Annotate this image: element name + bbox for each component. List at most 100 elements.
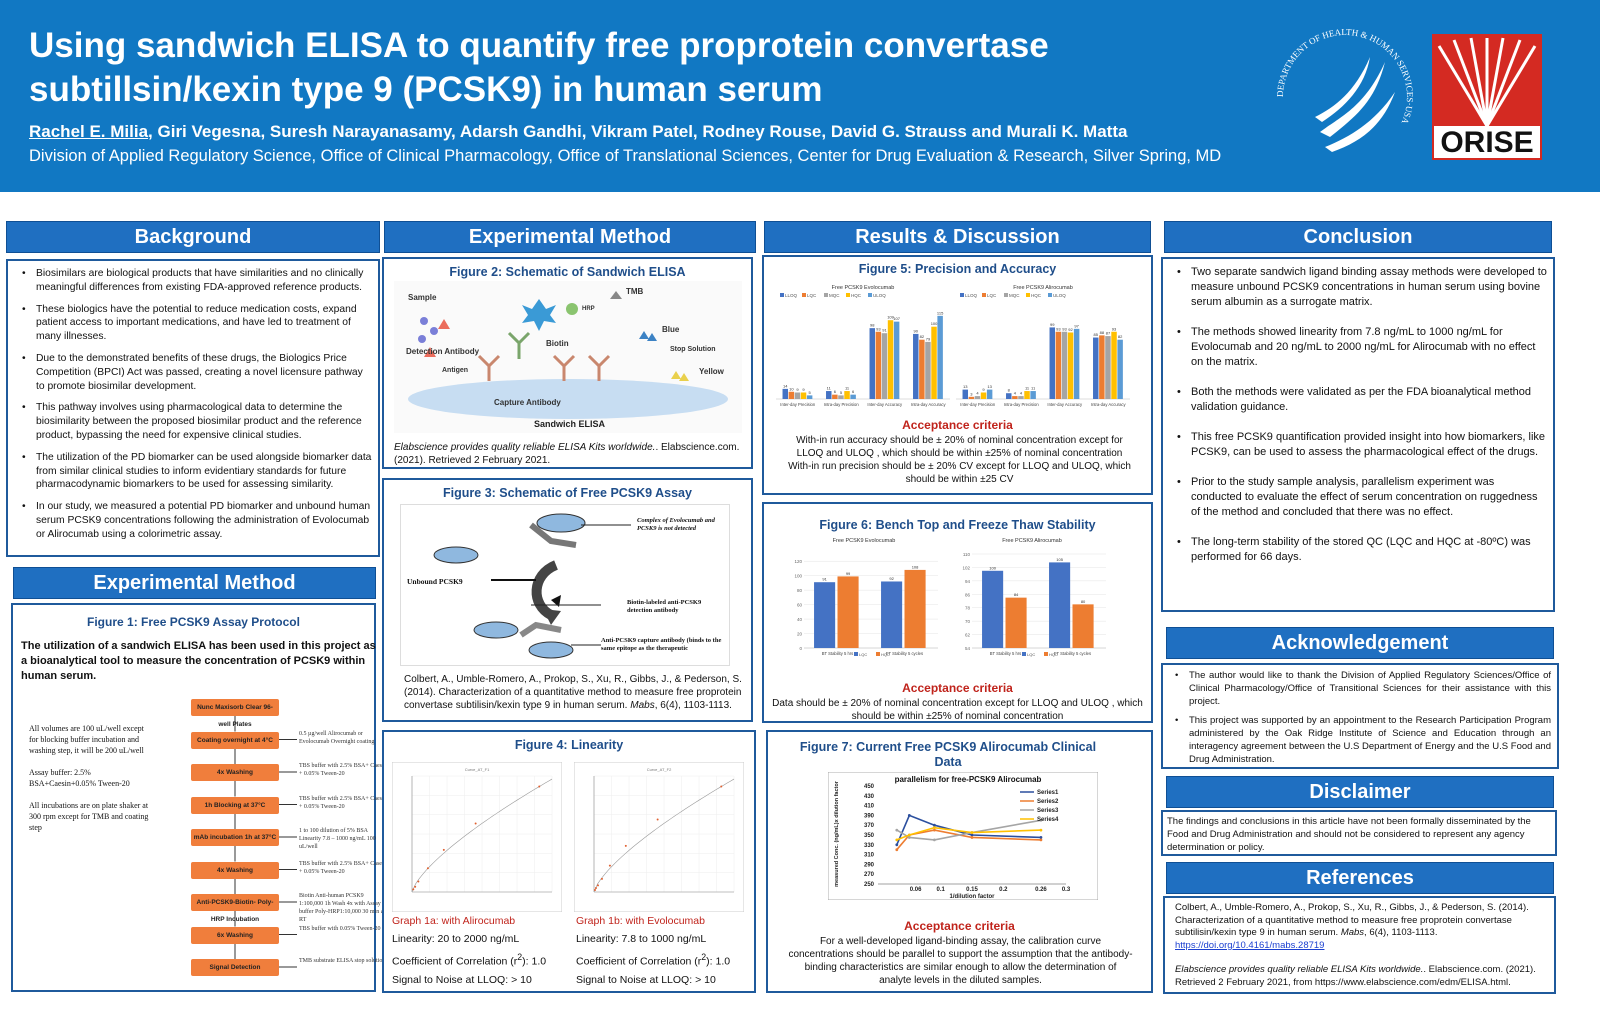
tick-label: 110 <box>963 552 971 557</box>
acknowledgement-heading: Acknowledgement <box>1166 627 1554 659</box>
data-label: 14 <box>783 383 788 388</box>
data-point <box>933 828 936 832</box>
bar <box>1067 332 1074 399</box>
legend-label: LLOQ <box>965 293 978 298</box>
legend-label: LLOQ <box>785 293 798 298</box>
label-hrp: HRP <box>582 306 595 312</box>
chart-frame <box>574 762 744 912</box>
ref1-pre: Colbert, A., Umble-Romero, A., Prokop, S… <box>1175 902 1529 938</box>
data-point <box>608 864 611 867</box>
figure5-criteria-text: With-in run accuracy should be ± 20% of … <box>782 434 1137 486</box>
precision-accuracy-evolocumab-chart: Free PCSK9 Evolocumab LLOQ LQC MQC HQC ULOQ 14… <box>776 285 950 407</box>
bar <box>887 320 894 399</box>
conclusion-item: This free PCSK9 quantification provided … <box>1167 430 1547 460</box>
orise-logo: ORISE <box>1432 34 1542 160</box>
category-label: Intra-day Precision <box>1004 402 1040 407</box>
data-label: 11 <box>827 386 832 391</box>
figure7-criteria-title: Acceptance criteria <box>904 919 1015 933</box>
legend-swatch <box>1004 293 1008 297</box>
protocol-note: All volumes are 100 uL/well except for b… <box>29 724 144 755</box>
data-label: 79 <box>926 336 931 341</box>
figure4-title: Figure 4: Linearity <box>514 738 624 752</box>
data-label: 93 <box>1112 326 1117 331</box>
ref1-doi-link[interactable]: https://doi.org/10.4161/mabs.28719 <box>1175 939 1325 951</box>
data-point <box>907 836 911 839</box>
data-label: 10 <box>789 386 794 391</box>
graph1b-linearity: Linearity: 7.8 to 1000 ng/mL <box>576 933 707 945</box>
data-label: 99 <box>846 571 851 576</box>
bar <box>986 389 993 399</box>
r2-post: ): 1.0 <box>706 955 731 968</box>
data-label: 9 <box>802 387 805 392</box>
graph1a-linearity: Linearity: 20 to 2000 ng/mL <box>392 933 520 945</box>
conclusion-item: The long-term stability of the stored QC… <box>1167 535 1547 565</box>
data-label: 92 <box>1068 327 1073 332</box>
label-biotin-antibody: Biotin-labeled anti-PCSK9 detection anti… <box>627 599 702 614</box>
data-point <box>474 822 477 825</box>
citation-italic: Elabscience provides quality reliable EL… <box>394 442 656 453</box>
background-heading: Background <box>6 221 380 253</box>
figure1-panel: Figure 1: Free PCSK9 Assay Protocol The … <box>11 603 387 992</box>
legend-label: HQC <box>1031 293 1042 298</box>
protocol-step: mAb incubation 1h at 37°C <box>191 829 279 846</box>
bar <box>794 392 801 399</box>
bar <box>838 395 844 399</box>
background-item: Biosimilars are biological products that… <box>12 267 374 295</box>
data-point <box>596 884 599 887</box>
figure1-intro: The utilization of a sandwich ELISA has … <box>21 640 376 682</box>
data-point <box>933 826 936 830</box>
data-label: 4 <box>1020 391 1023 396</box>
data-label: 3 <box>970 391 973 396</box>
tick-label: 86 <box>965 592 971 597</box>
y-tick-label: 430 <box>864 794 875 800</box>
label-antigen: Antigen <box>442 367 469 374</box>
data-point <box>414 885 417 888</box>
category-label: Intra-day Accuracy <box>1091 402 1127 407</box>
legend-swatch <box>982 293 986 297</box>
chart-title: Curve_AT_F1 <box>465 767 490 772</box>
figure3-panel: Figure 3: Schematic of Free PCSK9 Assay … <box>382 478 753 722</box>
x-axis-label: 1/dilution factor <box>950 894 996 900</box>
label-capture-antibody: Anti-PCSK9 capture antibody (binds to th… <box>601 637 722 652</box>
graph1b-info: Graph 1b: with Evolocumab Linearity: 7.8… <box>576 912 730 989</box>
chart-title: Free PCSK9 Alirocumab <box>1013 285 1073 291</box>
data-point <box>907 814 911 817</box>
figure5-panel: Figure 5: Precision and Accuracy Free PC… <box>762 255 1153 495</box>
data-point <box>970 833 974 837</box>
protocol-step: Signal Detection <box>191 959 279 976</box>
bar <box>968 396 975 399</box>
protocol-note: All incubations are on plate shaker at 3… <box>29 801 149 832</box>
data-label: 13 <box>987 384 992 389</box>
x-tick-label: 0.3 <box>1062 887 1071 893</box>
chart-title: Free PCSK9 Evolocumab <box>833 538 896 544</box>
tick-label: 0 <box>799 646 802 651</box>
disclaimer-heading: Disclaimer <box>1166 776 1554 808</box>
accuracy-criteria: With-in run accuracy should be ± 20% of … <box>796 435 1123 459</box>
orise-label: ORISE <box>1440 126 1534 159</box>
chart-title: Free PCSK9 Alirocumab <box>1002 538 1062 544</box>
affiliation: Division of Applied Regulatory Science, … <box>29 147 1222 165</box>
bar <box>937 315 943 399</box>
fit-curve <box>411 778 553 893</box>
tick-label: 62 <box>965 633 971 638</box>
data-label: 93 <box>876 326 881 331</box>
data-label: 6 <box>852 389 855 394</box>
data-point <box>895 838 899 842</box>
results-heading: Results & Discussion <box>764 221 1151 253</box>
reference-2: Elabscience provides quality reliable EL… <box>1175 964 1544 989</box>
references-panel: Colbert, A., Umble-Romero, A., Prokop, S… <box>1163 896 1556 994</box>
data-label: 4 <box>1014 391 1017 396</box>
tick-label: 40 <box>797 617 803 622</box>
y-tick-label: 350 <box>864 833 875 839</box>
data-label: 109 <box>887 315 894 320</box>
figure5-criteria-title: Acceptance criteria <box>902 418 1013 432</box>
data-point <box>895 828 899 832</box>
bar <box>1105 336 1111 399</box>
figure5-title: Figure 5: Precision and Accuracy <box>858 262 1057 276</box>
data-point <box>426 867 429 870</box>
data-point <box>895 843 899 847</box>
graph1a-info: Graph 1a: with Alirocumab Linearity: 20 … <box>392 912 546 989</box>
tick-label: 78 <box>965 606 971 611</box>
data-label: 9 <box>796 387 799 392</box>
x-tick-label: 0.1 <box>936 887 945 893</box>
